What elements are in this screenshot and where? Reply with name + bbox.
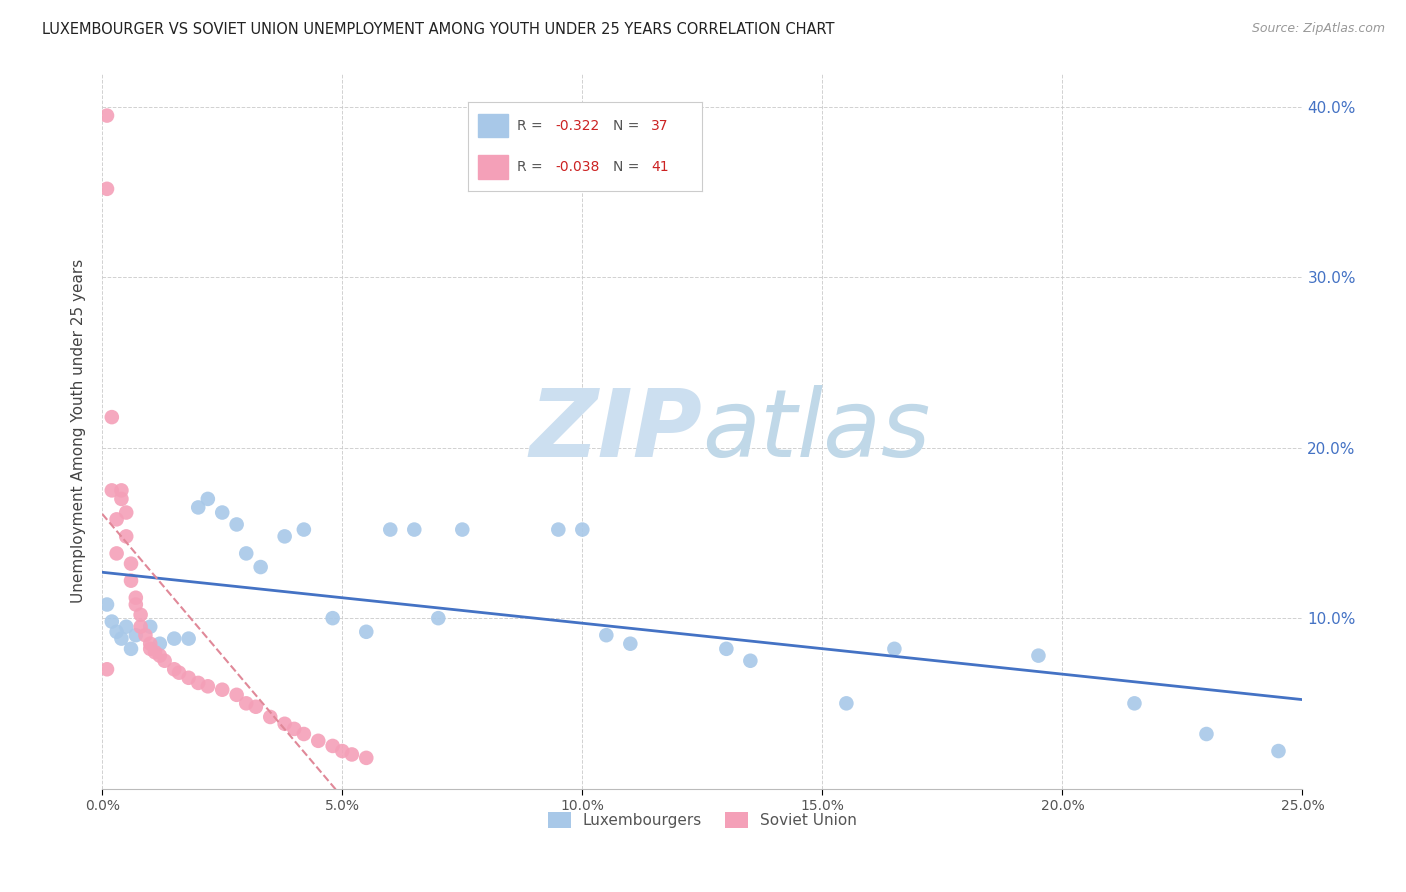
Point: [883, 641, 905, 656]
Point: [177, 632, 200, 646]
Point: [292, 523, 315, 537]
Point: [153, 654, 176, 668]
Point: [211, 682, 233, 697]
Point: [340, 747, 363, 762]
Point: [96, 598, 118, 612]
Point: [101, 483, 124, 498]
Text: Source: ZipAtlas.com: Source: ZipAtlas.com: [1251, 22, 1385, 36]
Point: [1267, 744, 1289, 758]
Point: [143, 645, 166, 659]
Point: [273, 716, 295, 731]
Point: [197, 491, 219, 506]
Point: [110, 632, 132, 646]
Point: [163, 662, 186, 676]
Point: [125, 591, 148, 605]
Legend: Luxembourgers, Soviet Union: Luxembourgers, Soviet Union: [541, 806, 863, 835]
Point: [404, 523, 426, 537]
Point: [225, 688, 247, 702]
Point: [129, 607, 152, 622]
Point: [139, 620, 162, 634]
Point: [187, 500, 209, 515]
Point: [259, 710, 281, 724]
Point: [125, 598, 148, 612]
Point: [177, 671, 200, 685]
Point: [427, 611, 450, 625]
Point: [187, 676, 209, 690]
Point: [96, 182, 118, 196]
Point: [273, 529, 295, 543]
Point: [380, 523, 402, 537]
Point: [120, 557, 142, 571]
Point: [1195, 727, 1218, 741]
Point: [96, 109, 118, 123]
Point: [101, 615, 124, 629]
Point: [197, 679, 219, 693]
Point: [595, 628, 617, 642]
Point: [235, 696, 257, 710]
Point: [356, 624, 378, 639]
Point: [571, 523, 593, 537]
Point: [167, 665, 190, 680]
Point: [835, 696, 858, 710]
Point: [1123, 696, 1146, 710]
Point: [249, 560, 271, 574]
Point: [129, 620, 152, 634]
Point: [330, 744, 353, 758]
Text: LUXEMBOURGER VS SOVIET UNION UNEMPLOYMENT AMONG YOUTH UNDER 25 YEARS CORRELATION: LUXEMBOURGER VS SOVIET UNION UNEMPLOYMEN…: [42, 22, 835, 37]
Point: [115, 529, 138, 543]
Y-axis label: Unemployment Among Youth under 25 years: Unemployment Among Youth under 25 years: [72, 259, 86, 603]
Point: [115, 620, 138, 634]
Point: [134, 628, 156, 642]
Point: [110, 491, 132, 506]
Point: [139, 637, 162, 651]
Point: [307, 734, 329, 748]
Point: [96, 662, 118, 676]
Point: [740, 654, 762, 668]
Point: [451, 523, 474, 537]
Point: [149, 648, 172, 663]
Point: [120, 574, 142, 588]
Point: [716, 641, 738, 656]
Point: [110, 483, 132, 498]
Point: [163, 632, 186, 646]
Point: [292, 727, 315, 741]
Point: [105, 624, 128, 639]
Point: [245, 699, 267, 714]
Point: [356, 751, 378, 765]
Point: [547, 523, 569, 537]
Point: [149, 637, 172, 651]
Point: [125, 628, 148, 642]
Point: [225, 517, 247, 532]
Point: [322, 611, 344, 625]
Text: ZIP: ZIP: [530, 384, 703, 476]
Point: [235, 546, 257, 560]
Point: [115, 506, 138, 520]
Point: [283, 722, 305, 736]
Point: [322, 739, 344, 753]
Text: atlas: atlas: [703, 385, 931, 476]
Point: [105, 546, 128, 560]
Point: [139, 641, 162, 656]
Point: [101, 410, 124, 425]
Point: [211, 506, 233, 520]
Point: [120, 641, 142, 656]
Point: [105, 512, 128, 526]
Point: [619, 637, 641, 651]
Point: [1028, 648, 1050, 663]
